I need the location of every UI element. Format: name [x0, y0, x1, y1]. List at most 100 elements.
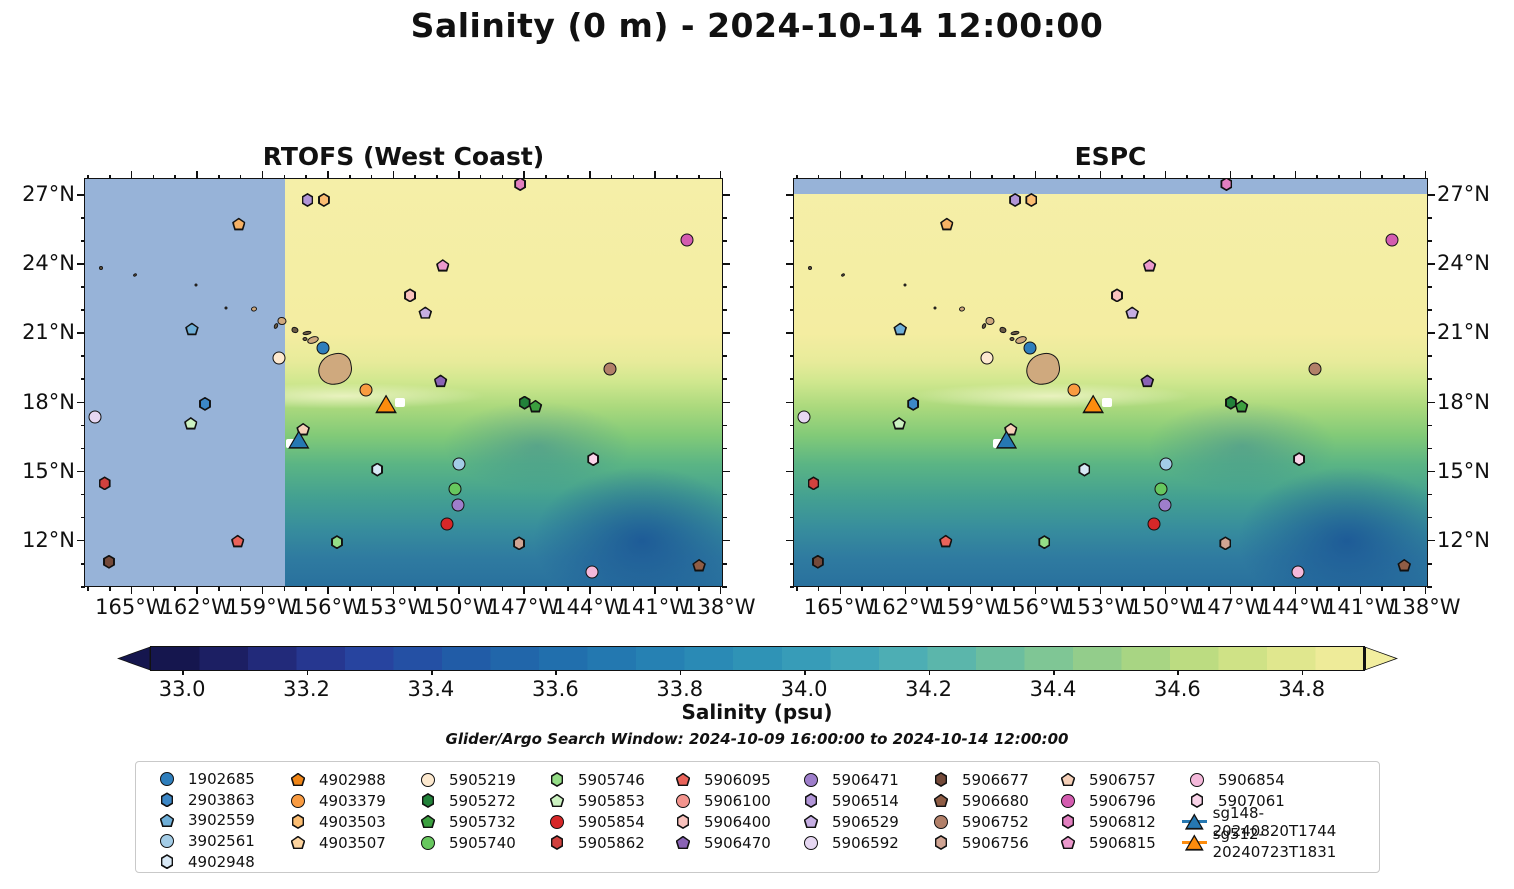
- map-marker-3902559: [893, 322, 908, 336]
- lon-tick: [348, 586, 351, 591]
- float-marker-icon: [666, 835, 700, 850]
- lat-tick: [722, 586, 727, 588]
- map-marker-4903503: [1025, 192, 1038, 207]
- float-marker-icon: [1051, 772, 1085, 787]
- float-marker-icon: [924, 771, 958, 788]
- map-marker-4903507: [940, 217, 954, 231]
- map-marker-5906815: [1142, 259, 1157, 272]
- colorbar-tick: [928, 670, 931, 675]
- float-marker-icon: [411, 792, 445, 809]
- lon-tick: [904, 586, 907, 594]
- lon-tick: [947, 586, 950, 591]
- map-marker-5906514: [301, 192, 314, 207]
- float-marker-icon: [1051, 835, 1085, 850]
- legend-item-label: 2903863: [188, 790, 255, 809]
- lon-tick: [1251, 586, 1253, 591]
- legend-item-label: 3902561: [188, 832, 255, 851]
- search-window-subtitle: Glider/Argo Search Window: 2024-10-09 16…: [445, 730, 1069, 748]
- legend-item: 5905740: [411, 832, 540, 853]
- lon-tick: [969, 171, 972, 179]
- lat-tick: [80, 378, 85, 381]
- map-marker-5905862: [807, 476, 820, 491]
- map-marker-5906752: [1308, 362, 1322, 376]
- legend-item: 5906592: [794, 832, 924, 853]
- legend-item: 5906471: [794, 769, 924, 790]
- float-marker-icon: [794, 772, 828, 787]
- lon-tick-label: 162°W: [160, 595, 232, 619]
- lat-tick: [786, 332, 794, 334]
- legend-item: 5906812: [1051, 811, 1180, 832]
- lon-tick: [1034, 586, 1037, 594]
- map-marker-5906796: [680, 233, 694, 247]
- island-lanai: [1009, 337, 1015, 342]
- lat-tick: [786, 263, 794, 265]
- lon-tick: [882, 586, 885, 591]
- lon-tick: [1034, 171, 1037, 179]
- lat-tick-label: 24°N: [22, 251, 75, 276]
- legend-item-label: 5906680: [962, 791, 1029, 810]
- colorbar-tick-label: 34.0: [780, 677, 828, 701]
- lon-tick: [87, 174, 89, 179]
- float-marker-icon: [540, 834, 574, 851]
- island-islet-1: [224, 306, 228, 310]
- lat-tick: [80, 493, 85, 496]
- legend-item-label: 5906812: [1089, 812, 1156, 831]
- float-marker-icon: [794, 835, 828, 850]
- missing-data-patch: [1101, 397, 1112, 407]
- map-marker-5906677: [811, 554, 824, 569]
- island-kauai: [985, 317, 995, 326]
- legend-item-label: 4903507: [319, 833, 386, 852]
- float-marker-icon: [540, 771, 574, 788]
- map-marker-sg512-20240723T1831: [375, 394, 397, 414]
- map-marker-5906529: [418, 306, 433, 320]
- lat-tick: [722, 493, 727, 496]
- legend-item-label: 4903379: [319, 791, 386, 810]
- legend-item-label: sg148-20240820T1744: [1212, 803, 1337, 840]
- lon-tick-label: 150°W: [422, 595, 494, 619]
- lon-tick: [1294, 586, 1297, 594]
- legend-item: sg512-20240723T1831: [1180, 825, 1360, 861]
- map-marker-5905732: [528, 399, 543, 413]
- lon-tick: [588, 171, 591, 179]
- legend-item-label: 4902988: [319, 770, 386, 789]
- legend-item: 5906752: [924, 811, 1051, 832]
- map-marker-4903507: [231, 217, 246, 231]
- legend-item: 4902988: [281, 769, 411, 790]
- lat-tick-label: 21°N: [1437, 320, 1490, 345]
- lat-tick: [722, 240, 727, 242]
- lon-tick: [654, 171, 656, 179]
- float-marker-icon: [281, 772, 315, 787]
- lon-tick-label: 144°W: [1259, 595, 1331, 619]
- lon-tick: [817, 174, 820, 179]
- legend-item: 5906100: [666, 790, 794, 811]
- colorbar-tick: [679, 670, 682, 675]
- lon-tick: [1381, 174, 1384, 179]
- lat-tick: [80, 217, 85, 219]
- legend-item-label: 5905854: [578, 812, 645, 831]
- lon-tick-label: 138°W: [1389, 595, 1461, 619]
- lon-tick: [861, 174, 863, 179]
- nodata-region-west: [85, 179, 286, 586]
- lon-tick-label: 150°W: [1129, 595, 1201, 619]
- colorbar: 33.0 33.2 33.4 33.6 33.8 34.0 34.2 34.4 34.6 34.8: [117, 646, 1398, 701]
- lat-tick: [789, 309, 794, 311]
- lat-tick-label: 12°N: [1437, 527, 1490, 552]
- lon-tick-label: 144°W: [553, 595, 625, 619]
- legend-item: 1902685: [150, 769, 281, 790]
- lon-tick: [1164, 586, 1167, 594]
- lon-tick: [926, 586, 928, 591]
- panel-espc: ESPC 165°W 162°W 159°W 156°W 153°W 150°W 147°W…: [786, 142, 1490, 619]
- map-marker-4903379: [359, 383, 373, 397]
- float-marker-icon: [411, 835, 445, 850]
- map-marker-5905740: [448, 482, 462, 496]
- float-marker-icon: [1180, 792, 1214, 809]
- lon-tick: [458, 586, 460, 594]
- lon-tick: [108, 586, 111, 591]
- map-marker-5906680: [1397, 558, 1412, 572]
- lat-tick: [80, 586, 85, 588]
- map-marker-sg148-20240820T1744: [995, 430, 1018, 449]
- lon-tick: [839, 586, 842, 594]
- lon-tick: [1273, 174, 1275, 179]
- map-marker-5905746: [1038, 535, 1051, 550]
- float-marker-icon: [794, 814, 828, 829]
